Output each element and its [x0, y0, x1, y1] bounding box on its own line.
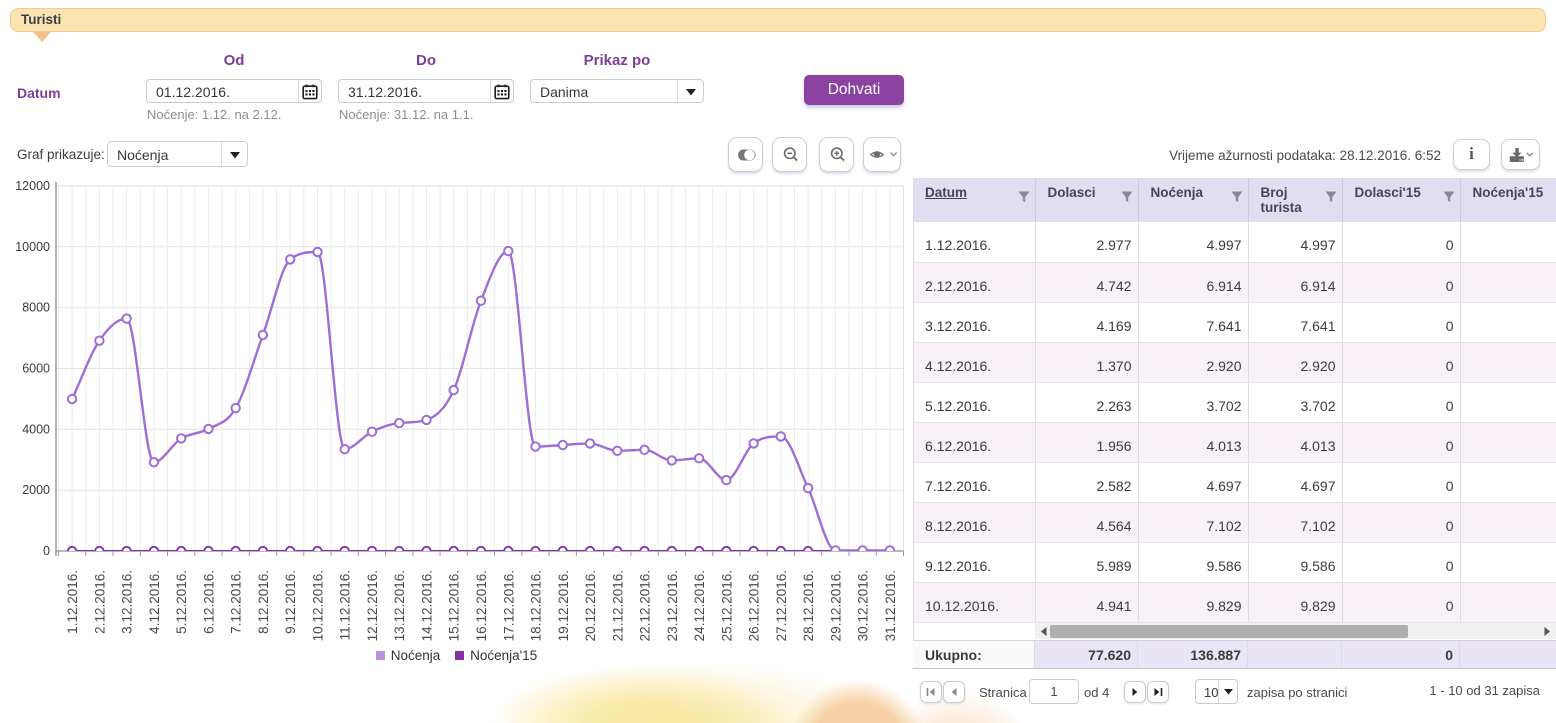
- svg-text:20.12.2016.: 20.12.2016.: [583, 570, 598, 641]
- svg-text:7.12.2016.: 7.12.2016.: [229, 570, 244, 634]
- svg-text:25.12.2016.: 25.12.2016.: [719, 570, 734, 641]
- svg-text:23.12.2016.: 23.12.2016.: [665, 570, 680, 641]
- svg-text:4.12.2016.: 4.12.2016.: [147, 570, 162, 634]
- svg-text:24.12.2016.: 24.12.2016.: [692, 570, 707, 641]
- svg-text:0: 0: [43, 544, 50, 558]
- svg-text:1.12.2016.: 1.12.2016.: [65, 570, 80, 634]
- svg-text:16.12.2016.: 16.12.2016.: [474, 570, 489, 641]
- svg-text:28.12.2016.: 28.12.2016.: [801, 570, 816, 641]
- svg-text:21.12.2016.: 21.12.2016.: [610, 570, 625, 641]
- svg-text:17.12.2016.: 17.12.2016.: [501, 570, 516, 641]
- svg-text:5.12.2016.: 5.12.2016.: [174, 570, 189, 634]
- svg-text:10000: 10000: [15, 240, 50, 254]
- svg-text:10.12.2016.: 10.12.2016.: [311, 570, 326, 641]
- svg-text:22.12.2016.: 22.12.2016.: [638, 570, 653, 641]
- svg-text:11.12.2016.: 11.12.2016.: [338, 570, 353, 640]
- svg-text:19.12.2016.: 19.12.2016.: [556, 570, 571, 641]
- svg-text:8.12.2016.: 8.12.2016.: [256, 570, 271, 634]
- svg-text:2000: 2000: [22, 483, 50, 497]
- svg-text:27.12.2016.: 27.12.2016.: [774, 570, 789, 641]
- svg-text:18.12.2016.: 18.12.2016.: [529, 570, 544, 641]
- svg-text:12000: 12000: [15, 179, 50, 193]
- svg-text:6000: 6000: [22, 362, 50, 376]
- svg-text:9.12.2016.: 9.12.2016.: [283, 570, 298, 634]
- svg-text:29.12.2016.: 29.12.2016.: [828, 570, 843, 641]
- svg-text:30.12.2016.: 30.12.2016.: [856, 570, 871, 641]
- svg-text:26.12.2016.: 26.12.2016.: [747, 570, 762, 641]
- svg-text:12.12.2016.: 12.12.2016.: [365, 570, 380, 641]
- svg-text:6.12.2016.: 6.12.2016.: [201, 570, 216, 634]
- svg-text:15.12.2016.: 15.12.2016.: [447, 570, 462, 641]
- svg-text:31.12.2016.: 31.12.2016.: [883, 570, 898, 641]
- svg-text:2.12.2016.: 2.12.2016.: [92, 570, 107, 634]
- svg-text:8000: 8000: [22, 301, 50, 315]
- svg-text:14.12.2016.: 14.12.2016.: [420, 570, 435, 641]
- svg-text:3.12.2016.: 3.12.2016.: [120, 570, 135, 634]
- svg-text:13.12.2016.: 13.12.2016.: [392, 570, 407, 641]
- svg-text:4000: 4000: [22, 422, 50, 436]
